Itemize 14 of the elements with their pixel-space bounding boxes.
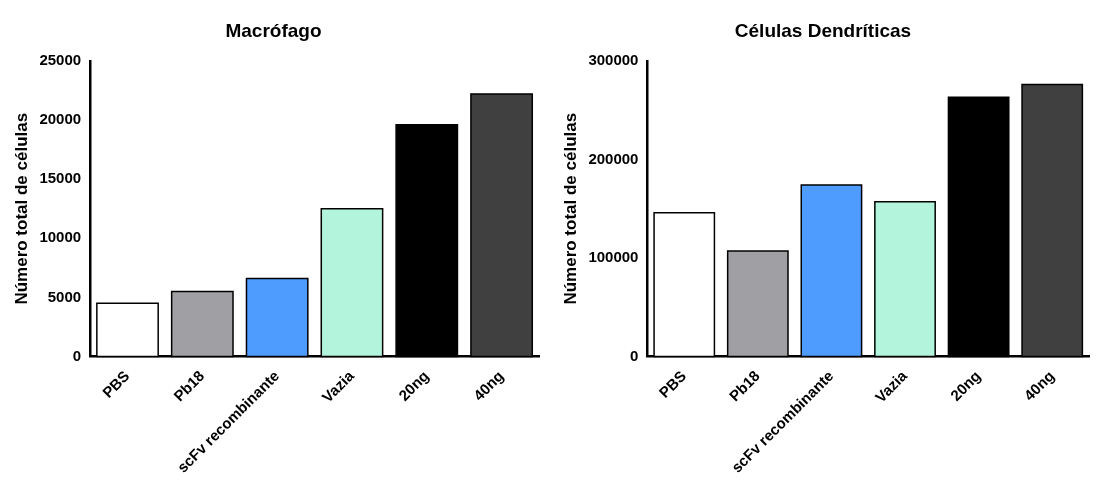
chart-title: Células Dendríticas	[734, 19, 912, 41]
chart-title: Macrófago	[225, 19, 322, 41]
y-axis-title: Número total de células	[560, 112, 580, 305]
y-tick-label: 20000	[39, 110, 82, 128]
y-tick-label: 10000	[39, 228, 82, 246]
y-tick-label: 15000	[39, 169, 82, 187]
y-tick-label: 300000	[588, 50, 639, 68]
y-tick-label: 5000	[47, 287, 82, 305]
y-tick-label: 100000	[588, 248, 639, 266]
y-tick-label: 200000	[588, 149, 639, 167]
y-axis-title: Número total de células	[11, 112, 31, 305]
y-tick-label: 0	[630, 346, 639, 364]
y-tick-label: 0	[72, 346, 82, 364]
y-tick-label: 25000	[39, 50, 82, 68]
